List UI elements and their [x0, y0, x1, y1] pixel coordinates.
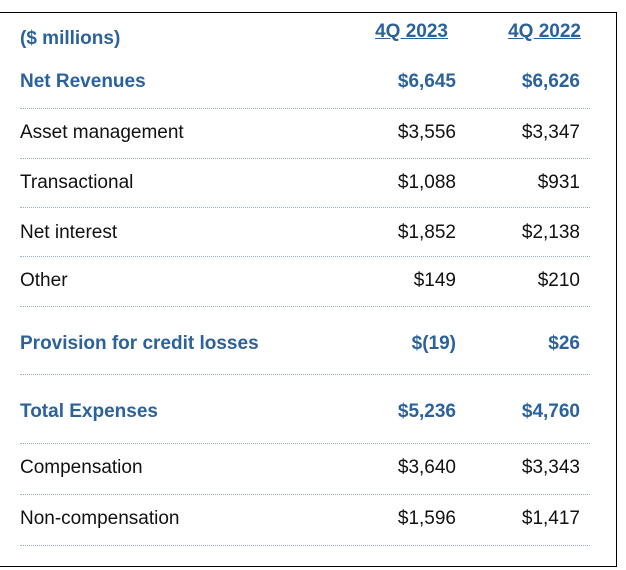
- row-value: $2,138: [521, 222, 580, 243]
- row-value: $210: [537, 270, 580, 291]
- row-value: $(19): [411, 333, 456, 354]
- row-value: $6,626: [521, 71, 580, 92]
- row-separator: [20, 374, 590, 375]
- row-value: $931: [537, 172, 580, 193]
- row-label: Total Expenses: [20, 401, 158, 422]
- row-value: $5,236: [397, 401, 456, 422]
- row-label: Transactional: [20, 172, 134, 193]
- row-value: $3,343: [521, 457, 580, 478]
- row-separator: [20, 545, 590, 546]
- row-separator: [20, 443, 590, 444]
- row-value: $3,640: [397, 457, 456, 478]
- row-separator: [20, 256, 590, 257]
- row-separator: [20, 207, 590, 208]
- row-separator: [20, 108, 590, 109]
- row-label: Net interest: [20, 222, 118, 243]
- row-label: Provision for credit losses: [20, 333, 259, 354]
- row-value: $6,645: [397, 71, 456, 92]
- row-value: $3,556: [397, 122, 456, 143]
- row-separator: [20, 494, 590, 495]
- row-value: $3,347: [521, 122, 580, 143]
- row-label: Asset management: [20, 122, 184, 143]
- row-value: $1,088: [397, 172, 456, 193]
- row-value: $4,760: [521, 401, 580, 422]
- row-label: Non-compensation: [20, 508, 180, 529]
- column-header: 4Q 2022: [508, 21, 581, 42]
- units-label: ($ millions): [20, 28, 121, 49]
- table-frame: [0, 12, 617, 567]
- row-separator: [20, 306, 590, 307]
- row-value: $149: [413, 270, 456, 291]
- row-label: Other: [20, 270, 68, 291]
- row-value: $26: [548, 333, 580, 354]
- row-value: $1,852: [397, 222, 456, 243]
- row-value: $1,596: [397, 508, 456, 529]
- row-label: Net Revenues: [20, 71, 146, 92]
- row-value: $1,417: [521, 508, 580, 529]
- row-label: Compensation: [20, 457, 143, 478]
- column-header: 4Q 2023: [375, 21, 448, 42]
- row-separator: [20, 158, 590, 159]
